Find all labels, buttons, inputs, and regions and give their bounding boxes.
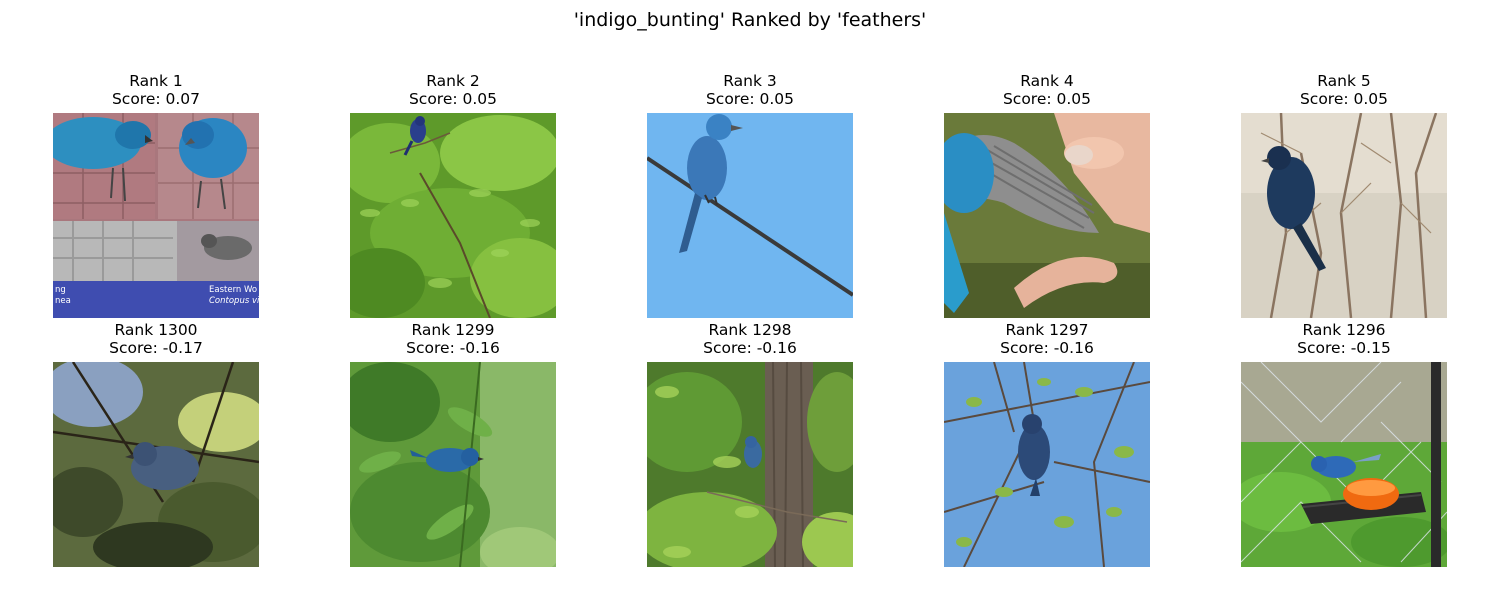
- bird-image: [647, 362, 853, 567]
- collage-caption-2: Contopus vir: [209, 296, 259, 306]
- panel-rank-label: Rank 5: [1317, 72, 1371, 90]
- green-leaves-image: [350, 362, 556, 567]
- panel-score-label: Score: 0.05: [705, 90, 795, 108]
- bird-image: [53, 362, 259, 567]
- panel-score-label: Score: -0.15: [1297, 339, 1391, 357]
- panel-score-label: Score: 0.07: [111, 90, 201, 108]
- collage-caption-4: nea: [55, 296, 71, 306]
- foliage-bright-image: [350, 113, 556, 318]
- panel-rank-label: Rank 1298: [708, 321, 792, 339]
- bare-branches-image: [1241, 113, 1447, 318]
- panel-score-label: Score: 0.05: [408, 90, 498, 108]
- panel-score-label: Score: -0.17: [109, 339, 203, 357]
- bird-image: [1241, 113, 1447, 318]
- tree-trunk-image: [647, 362, 853, 567]
- collage-caption-1: Eastern Wo: [209, 285, 257, 295]
- collage-caption-3: ng: [55, 285, 66, 295]
- panel-score-label: Score: -0.16: [703, 339, 797, 357]
- figure-title: 'indigo_bunting' Ranked by 'feathers': [573, 9, 927, 31]
- panel-rank-label: Rank 1299: [411, 321, 495, 339]
- bird-image: [944, 113, 1150, 318]
- panel-rank-label: Rank 1300: [114, 321, 198, 339]
- panel-score-label: Score: -0.16: [1000, 339, 1094, 357]
- bird-image: [647, 113, 853, 318]
- feeder-image: [1241, 362, 1447, 567]
- bird-image: Eastern Wo Contopus vir ng nea: [53, 113, 259, 318]
- panel-rank-label: Rank 1296: [1302, 321, 1386, 339]
- bird-image: [944, 362, 1150, 567]
- dark-leaves-image: [53, 362, 259, 567]
- panel-rank-label: Rank 4: [1020, 72, 1074, 90]
- panel-score-label: Score: 0.05: [1299, 90, 1389, 108]
- hand-wing-image: [944, 113, 1150, 318]
- panel-score-label: Score: 0.05: [1002, 90, 1092, 108]
- panel-score-label: Score: -0.16: [406, 339, 500, 357]
- bird-image: [350, 113, 556, 318]
- panel-rank-label: Rank 1297: [1005, 321, 1089, 339]
- bird-image: [1241, 362, 1447, 567]
- collage-image: Eastern Wo Contopus vir ng nea: [53, 113, 259, 318]
- sky-branches-image: [944, 362, 1150, 567]
- bird-image: [350, 362, 556, 567]
- sky-wire-image: [647, 113, 853, 318]
- panel-rank-label: Rank 1: [129, 72, 183, 90]
- panel-rank-label: Rank 3: [723, 72, 777, 90]
- panel-rank-label: Rank 2: [426, 72, 480, 90]
